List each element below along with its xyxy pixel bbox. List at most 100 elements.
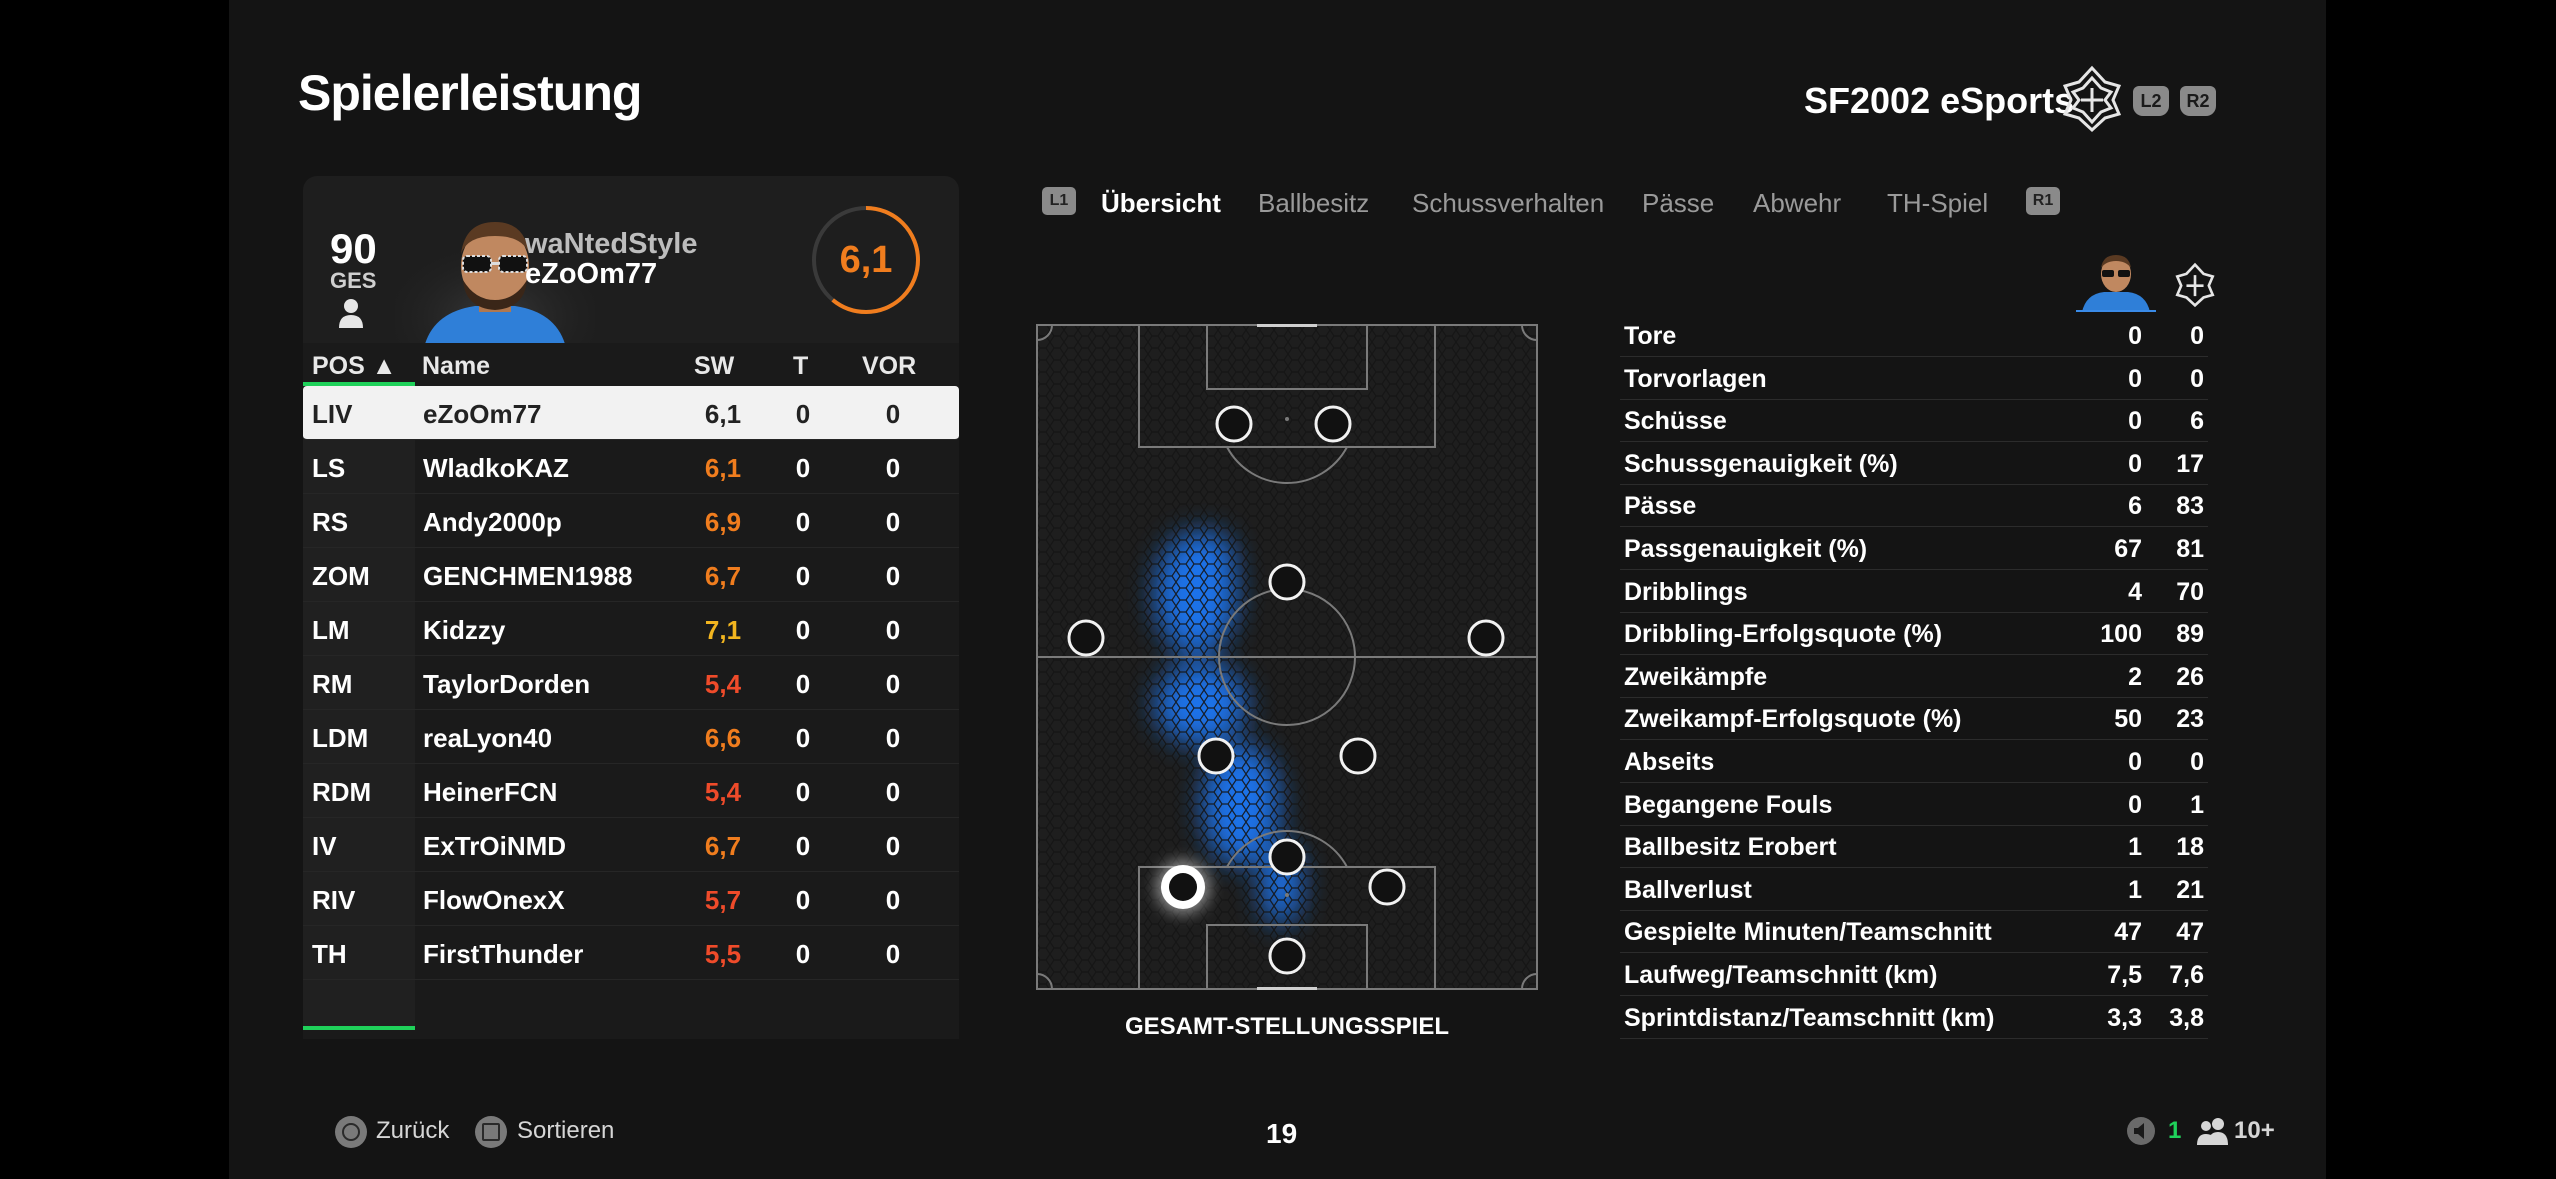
scroll-indicator (303, 1026, 415, 1030)
tab-ballbesitz[interactable]: Ballbesitz (1258, 188, 1370, 218)
header-pos[interactable]: POS ▲ (312, 352, 397, 380)
row-pos: RM (312, 669, 353, 699)
table-row[interactable]: LDM reaLyon40 6,6 0 0 (303, 710, 959, 764)
stat-row: Dribbling-Erfolgsquote (%) 100 89 (1620, 612, 2208, 656)
players-online-icon (2197, 1118, 2228, 1145)
sort-indicator (303, 382, 415, 386)
player-avatar (395, 210, 595, 344)
stat-label: Dribbling-Erfolgsquote (%) (1624, 620, 1943, 649)
row-assists: 0 (885, 939, 901, 969)
stat-player-value: 0 (2128, 322, 2142, 350)
stat-row: Zweikampf-Erfolgsquote (%) 50 23 (1620, 697, 2208, 741)
stat-player-value: 2 (2128, 662, 2142, 691)
table-row[interactable]: LM Kidzzy 7,1 0 0 (303, 602, 959, 656)
r1-button[interactable]: R1 (2026, 187, 2060, 215)
table-row[interactable]: RM TaylorDorden 5,4 0 0 (303, 656, 959, 710)
stat-team-value: 7,6 (2169, 961, 2204, 989)
stat-row: Schussgenauigkeit (%) 0 17 (1620, 442, 2208, 485)
header-name[interactable]: Name (422, 352, 491, 380)
stat-team-value: 21 (2176, 875, 2204, 904)
stat-label: Schüsse (1624, 407, 1727, 436)
table-row[interactable]: RS Andy2000p 6,9 0 0 (303, 494, 959, 548)
position-marker (1215, 405, 1253, 443)
l2-button[interactable]: L2 (2133, 86, 2169, 116)
table-row[interactable]: RIV FlowOnexX 5,7 0 0 (303, 872, 959, 926)
row-rating: 6,7 (704, 831, 742, 861)
row-rating: 5,4 (704, 669, 742, 699)
row-goals: 0 (795, 777, 811, 807)
user-icon (339, 299, 363, 328)
row-pos: LIV (312, 399, 353, 429)
table-row[interactable]: LS WladkoKAZ 6,1 0 0 (303, 440, 959, 494)
page-number: 19 (1266, 1118, 1298, 1149)
position-marker (1467, 619, 1505, 657)
tab-abwehr[interactable]: Abwehr (1753, 188, 1842, 218)
row-goals: 0 (795, 669, 811, 699)
row-assists: 0 (885, 561, 901, 591)
players-count: 10+ (2234, 1117, 2275, 1144)
tab-paesse[interactable]: Pässe (1642, 188, 1715, 218)
position-marker (1268, 937, 1306, 975)
row-pos: RIV (312, 885, 356, 915)
stat-player-value: 6 (2128, 492, 2142, 521)
header-vor[interactable]: VOR (862, 352, 917, 380)
match-rating-value: 6,1 (840, 239, 893, 281)
stat-player-value: 3,3 (2107, 1003, 2142, 1032)
row-name: FlowOnexX (423, 885, 565, 915)
row-goals: 0 (795, 939, 811, 969)
row-goals: 0 (795, 831, 811, 861)
tab-uebersicht[interactable]: Übersicht (1101, 188, 1221, 218)
row-pos: IV (312, 831, 337, 861)
row-rating: 6,7 (704, 561, 742, 591)
overall-label: GES (330, 268, 377, 293)
stat-player-value: 4 (2128, 577, 2142, 606)
r2-button[interactable]: R2 (2180, 86, 2216, 116)
stat-label: Zweikampf-Erfolgsquote (%) (1624, 705, 1962, 734)
table-row[interactable]: ZOM GENCHMEN1988 6,7 0 0 (303, 548, 959, 602)
table-row[interactable]: RDM HeinerFCN 5,4 0 0 (303, 764, 959, 818)
row-goals: 0 (795, 399, 811, 429)
row-goals: 0 (795, 507, 811, 537)
tab-th-spiel[interactable]: TH-Spiel (1887, 188, 1989, 218)
table-row[interactable]: LIV eZoOm77 6,1 0 0 (303, 386, 959, 440)
stat-player-value: 0 (2128, 364, 2142, 393)
match-rating-ring: 6,1 (810, 204, 922, 316)
stat-row: Zweikämpfe 2 26 (1620, 655, 2208, 698)
position-marker (1268, 563, 1306, 601)
row-name: TaylorDorden (423, 669, 591, 699)
row-rating: 5,7 (704, 885, 742, 915)
row-name: FirstThunder (423, 939, 584, 969)
table-row[interactable]: IV ExTrOiNMD 6,7 0 0 (303, 818, 959, 872)
voice-count: 1 (2168, 1117, 2182, 1144)
row-rating: 5,4 (704, 777, 742, 807)
stat-player-value: 100 (2100, 620, 2142, 649)
stat-team-value: 0 (2190, 322, 2204, 350)
table-row[interactable]: TH FirstThunder 5,5 0 0 (303, 926, 959, 980)
stat-player-value: 7,5 (2107, 961, 2142, 989)
stat-player-value: 47 (2114, 918, 2142, 947)
square-button-icon[interactable] (475, 1116, 507, 1148)
row-rating: 6,1 (704, 399, 742, 429)
row-name: eZoOm77 (423, 399, 542, 429)
row-name: ExTrOiNMD (423, 831, 567, 861)
row-assists: 0 (885, 831, 901, 861)
overall-rating: 90 (330, 225, 377, 272)
back-label[interactable]: Zurück (376, 1117, 450, 1144)
page-title: Spielerleistung (298, 65, 642, 121)
stat-row: Tore 0 0 (1620, 314, 2208, 357)
stat-row: Torvorlagen 0 0 (1620, 357, 2208, 400)
stat-player-value: 50 (2114, 705, 2142, 734)
tab-schussverhalten[interactable]: Schussverhalten (1412, 188, 1605, 218)
stat-row: Passgenauigkeit (%) 67 81 (1620, 527, 2208, 570)
l1-button[interactable]: L1 (1042, 187, 1076, 215)
sort-label[interactable]: Sortieren (517, 1117, 615, 1144)
row-pos: LDM (312, 723, 369, 753)
stat-row: Sprintdistanz/Teamschnitt (km) 3,3 3,8 (1620, 996, 2208, 1039)
header-sw[interactable]: SW (694, 352, 735, 380)
circle-button-icon[interactable] (335, 1116, 367, 1148)
stat-label: Dribblings (1624, 577, 1748, 606)
stat-player-value: 67 (2114, 535, 2142, 563)
row-assists: 0 (885, 885, 901, 915)
stat-player-value: 0 (2128, 790, 2142, 819)
header-t[interactable]: T (793, 352, 809, 380)
